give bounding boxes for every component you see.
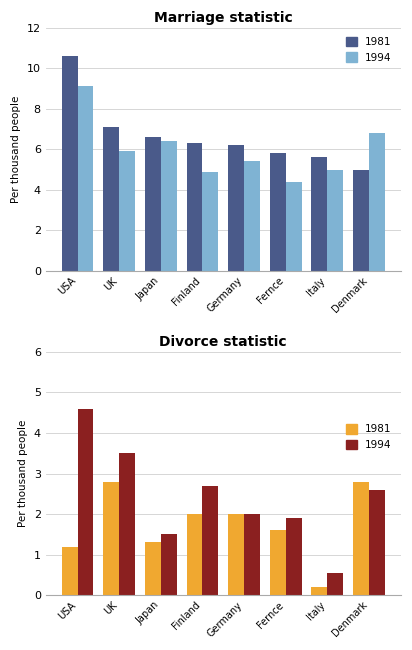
Bar — [187, 514, 202, 595]
Y-axis label: Per thousand people: Per thousand people — [18, 420, 28, 527]
Bar — [270, 153, 286, 271]
Bar — [202, 486, 218, 595]
Bar — [62, 547, 77, 595]
Bar — [311, 587, 327, 595]
Bar — [187, 143, 202, 271]
Bar — [327, 170, 343, 271]
Bar — [244, 161, 260, 271]
Bar — [62, 56, 77, 271]
Bar — [119, 151, 135, 271]
Title: Marriage statistic: Marriage statistic — [154, 11, 293, 25]
Bar — [77, 86, 94, 271]
Title: Divorce statistic: Divorce statistic — [159, 335, 287, 350]
Bar — [103, 127, 119, 271]
Bar — [145, 137, 161, 271]
Bar — [353, 482, 369, 595]
Bar — [369, 489, 385, 595]
Bar — [286, 518, 302, 595]
Bar — [103, 482, 119, 595]
Bar — [202, 172, 218, 271]
Bar — [77, 409, 94, 595]
Bar — [244, 514, 260, 595]
Bar — [119, 453, 135, 595]
Bar — [286, 181, 302, 271]
Bar — [270, 530, 286, 595]
Y-axis label: Per thousand people: Per thousand people — [11, 96, 21, 203]
Bar — [161, 141, 177, 271]
Bar — [228, 514, 244, 595]
Legend: 1981, 1994: 1981, 1994 — [342, 420, 396, 454]
Legend: 1981, 1994: 1981, 1994 — [342, 33, 396, 67]
Bar — [353, 170, 369, 271]
Bar — [228, 145, 244, 271]
Bar — [145, 543, 161, 595]
Bar — [327, 573, 343, 595]
Bar — [369, 133, 385, 271]
Bar — [311, 157, 327, 271]
Bar — [161, 534, 177, 595]
